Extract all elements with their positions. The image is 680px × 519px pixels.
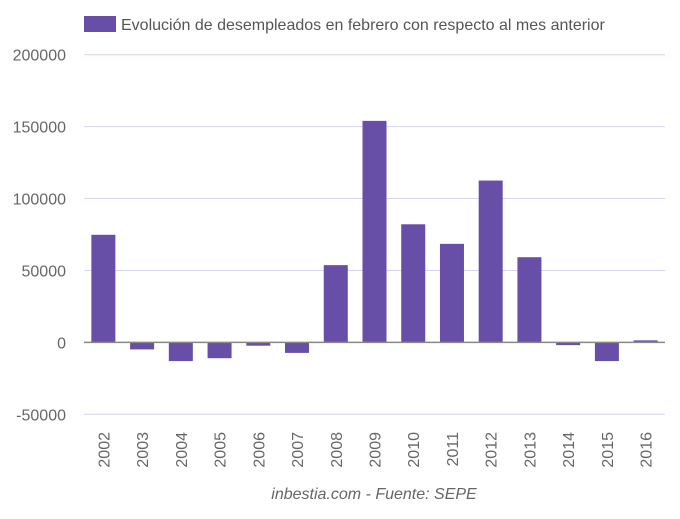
x-tick-label: 2016 xyxy=(639,432,656,468)
x-tick-label: 2011 xyxy=(445,432,462,467)
bar-2004 xyxy=(168,342,193,362)
x-tick-label: 2003 xyxy=(135,432,152,468)
x-tick-label: 2008 xyxy=(329,432,346,468)
legend-swatch xyxy=(84,16,116,32)
bar-2010 xyxy=(401,224,426,343)
x-tick-label: 2004 xyxy=(174,432,191,468)
x-tick-label: 2014 xyxy=(561,432,578,468)
x-tick-label: 2007 xyxy=(290,432,307,468)
y-tick-label: 200000 xyxy=(13,48,66,65)
bar-2008 xyxy=(323,265,348,343)
bar-2014 xyxy=(556,342,581,346)
y-tick-label: 50000 xyxy=(22,263,67,280)
source-caption: inbestia.com - Fuente: SEPE xyxy=(271,486,477,503)
bar-2015 xyxy=(594,342,619,362)
bar-2006 xyxy=(246,342,271,346)
legend: Evolución de desempleados en febrero con… xyxy=(84,16,606,34)
bar-2013 xyxy=(517,257,542,343)
x-axis-ticks: 2002 2003 2004 2005 2006 2007 2008 2009 2010 2011… xyxy=(96,432,655,468)
x-tick-label: 2002 xyxy=(96,432,113,468)
bar-2002 xyxy=(91,234,116,343)
y-axis-ticks: -50000 0 50000 100000 150000 200000 xyxy=(13,48,66,425)
y-tick-label: 0 xyxy=(57,335,66,352)
x-tick-label: 2012 xyxy=(484,432,501,468)
bar-2012 xyxy=(478,180,503,343)
bars xyxy=(91,120,658,362)
bar-2009 xyxy=(362,120,387,343)
x-tick-label: 2015 xyxy=(600,432,617,468)
bar-2005 xyxy=(207,342,232,359)
x-tick-label: 2005 xyxy=(213,432,230,468)
bar-2011 xyxy=(439,243,464,343)
y-tick-label: 150000 xyxy=(13,120,66,137)
x-tick-label: 2010 xyxy=(406,432,423,468)
legend-label: Evolución de desempleados en febrero con… xyxy=(121,17,606,34)
y-tick-label: 100000 xyxy=(13,192,66,209)
bar-2003 xyxy=(130,342,155,350)
x-tick-label: 2009 xyxy=(368,432,385,468)
bar-2007 xyxy=(285,342,310,353)
y-tick-label: -50000 xyxy=(16,407,66,424)
x-tick-label: 2006 xyxy=(251,432,268,468)
x-tick-label: 2013 xyxy=(522,432,539,468)
bar-2016 xyxy=(633,340,658,343)
